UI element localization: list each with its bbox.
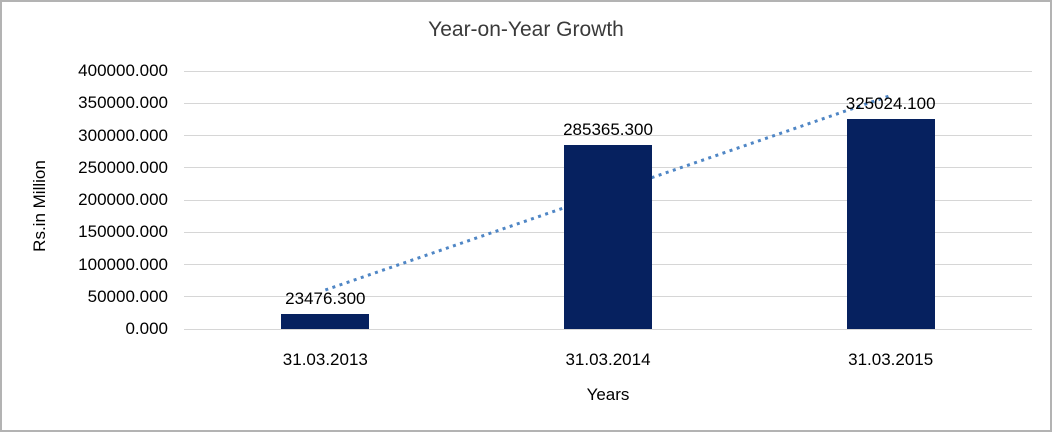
y-tick-label: 400000.000 (78, 61, 168, 80)
y-tick-label: 200000.000 (78, 190, 168, 209)
data-label: 23476.300 (285, 288, 366, 308)
y-tick-label: 300000.000 (78, 125, 168, 145)
data-label: 325024.100 (845, 94, 936, 114)
gridline (184, 135, 1032, 136)
category-label: 31.03.2015 (848, 350, 934, 369)
x-axis-title: Years (586, 385, 630, 404)
data-label: 285365.300 (563, 119, 653, 139)
y-tick-label: 50000.000 (87, 286, 168, 306)
bar-31.03.2015 (846, 119, 935, 329)
bar-31.03.2014 (564, 144, 652, 329)
chart-title: Year-on-Year Growth (428, 18, 624, 41)
gridline (184, 70, 1032, 72)
plot-area: 23476.300 285365.300 325024.100 (184, 70, 1032, 330)
gridline (184, 328, 1032, 330)
category-label: 31.03.2014 (565, 350, 651, 369)
trendline-segment (324, 94, 892, 292)
trendline-dotted (324, 94, 892, 292)
y-tick-label: 100000.000 (78, 254, 168, 274)
category-label: 31.03.2013 (282, 350, 368, 369)
y-tick-label: 150000.000 (78, 222, 168, 242)
bar-31.03.2013 (281, 313, 370, 329)
y-tick-label: 250000.000 (78, 157, 168, 177)
y-tick-label: 350000.000 (78, 93, 168, 113)
gridline (184, 102, 1032, 104)
y-tick-label: 0.000 (125, 319, 168, 338)
